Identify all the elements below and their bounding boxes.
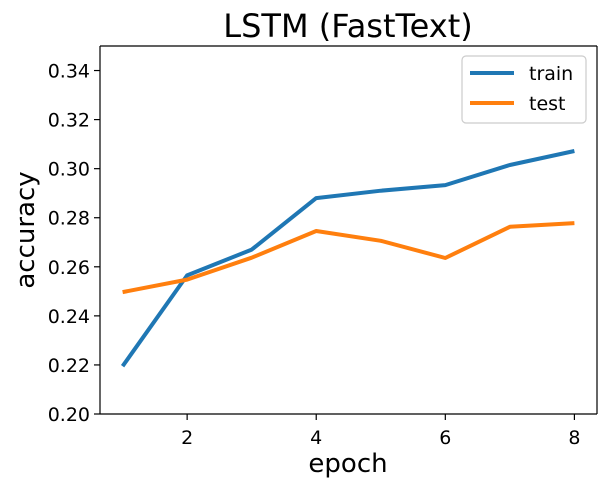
series-layer xyxy=(120,149,575,368)
legend-label-train: train xyxy=(529,63,573,85)
y-tick-label: 0.28 xyxy=(48,208,90,230)
x-axis-label: epoch xyxy=(308,449,387,479)
plot-area: 2 4 6 8 0.20 0.22 0.24 0.26 0.28 0.30 0.32 0.34 xyxy=(48,45,598,449)
y-tick-label: 0.32 xyxy=(48,110,90,132)
legend-items: train test xyxy=(470,63,573,115)
x-axis-ticks: 2 4 6 8 xyxy=(181,414,580,449)
y-tick-label: 0.34 xyxy=(48,61,90,83)
y-axis-label: accuracy xyxy=(11,171,41,288)
y-tick-label: 0.26 xyxy=(48,257,90,279)
x-tick-label: 6 xyxy=(439,427,451,449)
x-tick-label: 2 xyxy=(181,427,193,449)
legend-label-test: test xyxy=(529,93,566,115)
y-tick-label: 0.20 xyxy=(48,404,90,426)
chart-title: LSTM (FastText) xyxy=(223,7,472,45)
y-tick-label: 0.22 xyxy=(48,355,90,377)
legend: train test xyxy=(461,55,587,124)
series-line-train xyxy=(120,149,575,368)
x-tick-label: 4 xyxy=(310,427,322,449)
y-axis-ticks: 0.20 0.22 0.24 0.26 0.28 0.30 0.32 0.34 xyxy=(48,61,100,426)
y-tick-label: 0.24 xyxy=(48,306,90,328)
series-line-test xyxy=(122,221,575,295)
y-tick-label: 0.30 xyxy=(48,159,90,181)
x-tick-label: 8 xyxy=(568,427,580,449)
